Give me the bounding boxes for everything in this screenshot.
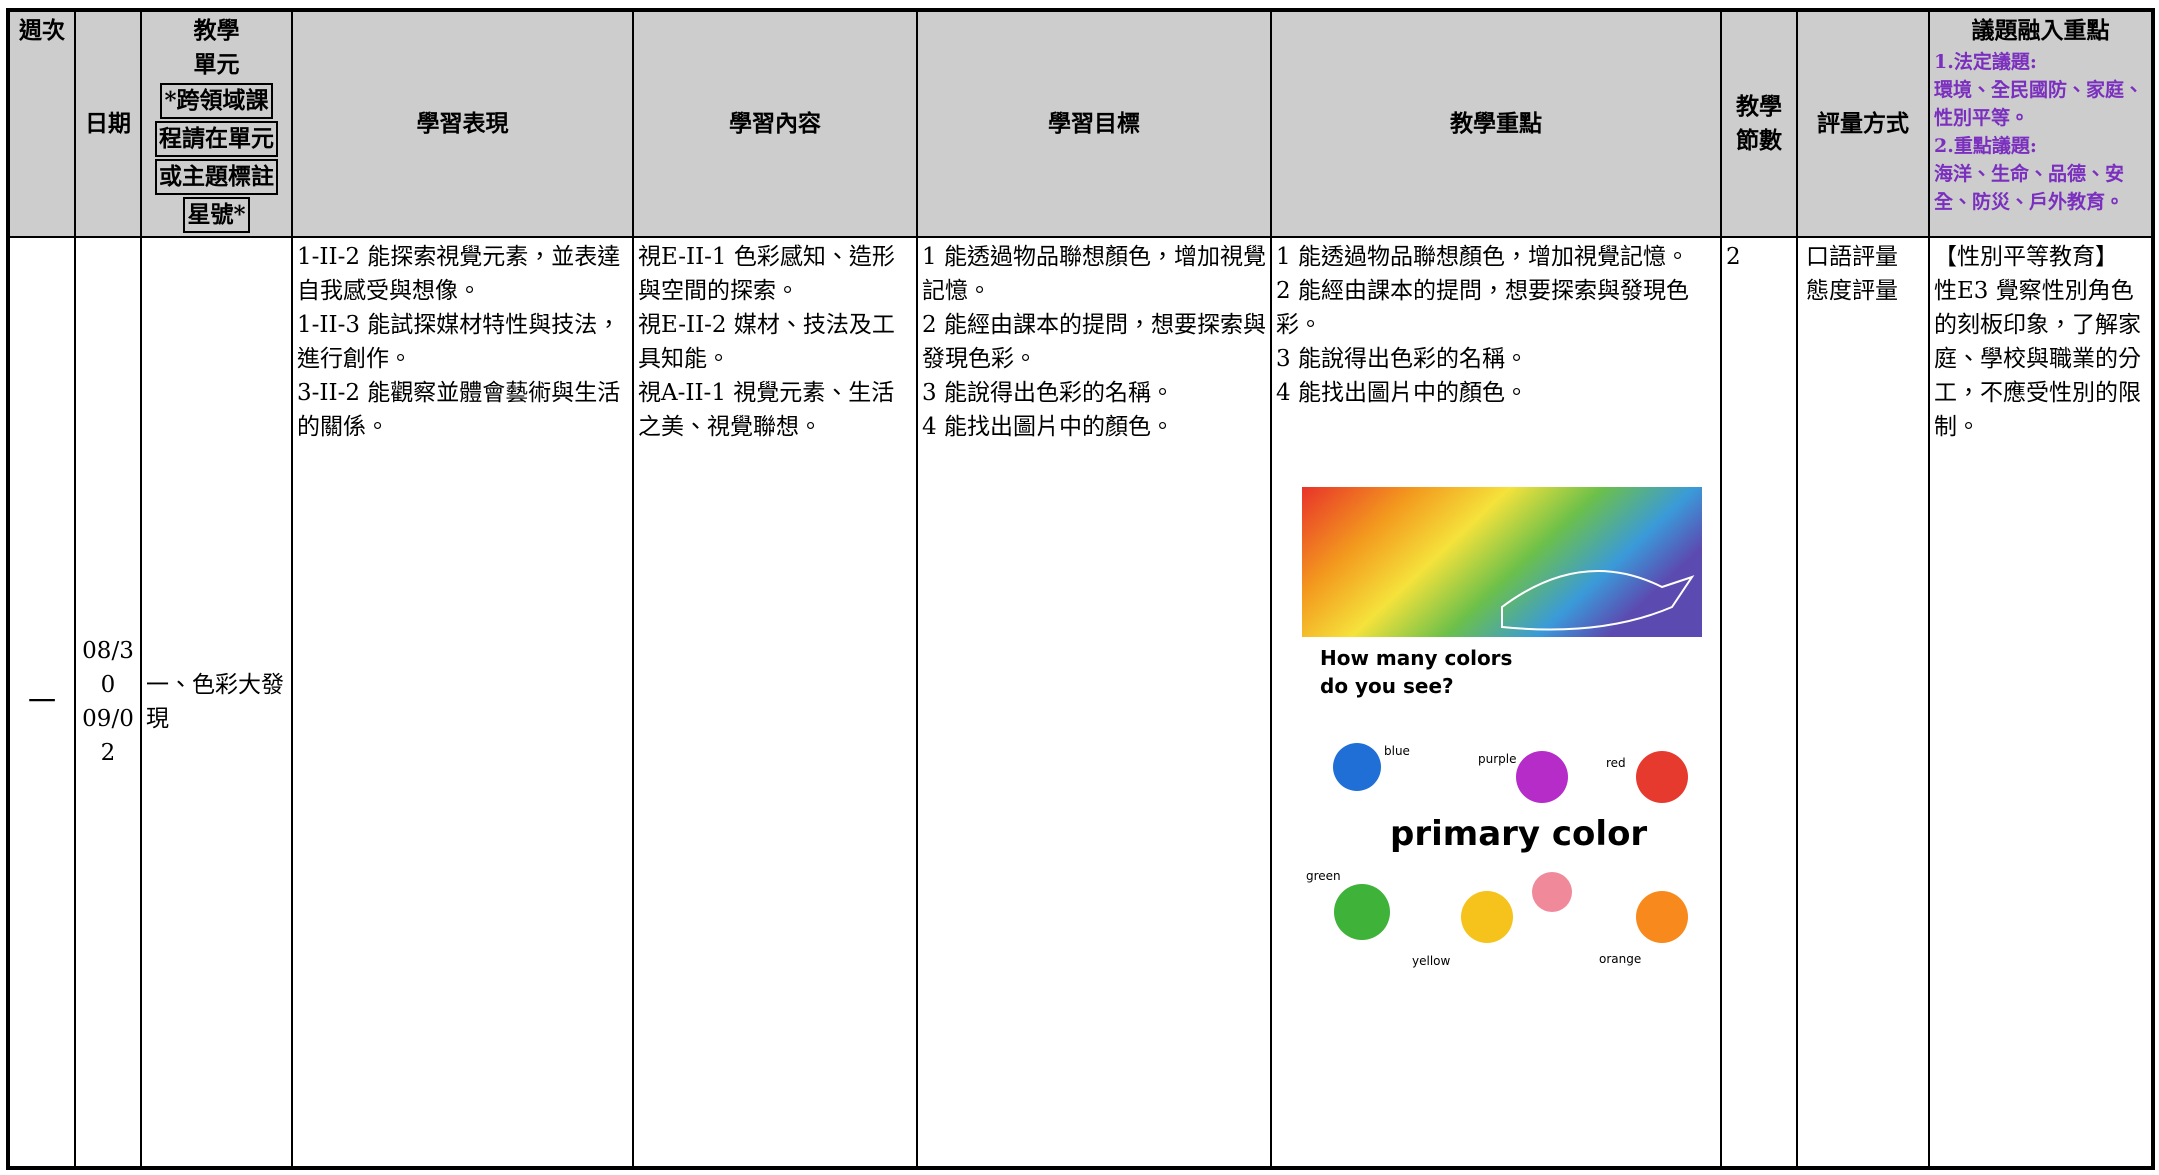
content-header: 學習內容 xyxy=(632,9,918,238)
monster xyxy=(1461,891,1513,943)
text-line: 2 能經由課本的提問，想要探索與發現色彩。 xyxy=(922,312,1266,372)
text-line: 態度評量 xyxy=(1806,278,1898,304)
header-text: 評量方式 xyxy=(1817,110,1909,137)
objectives-cell: 1 能透過物品聯想顏色，增加視覺記憶。 2 能經由課本的提問，想要探索與發現色彩。… xyxy=(916,236,1272,1169)
date-header: 日期 xyxy=(74,9,142,238)
cell-text: 一 xyxy=(27,685,56,718)
content-cell: 視E-II-1 色彩感知、造形與空間的探索。 視E-II-2 媒材、技法及工具知能… xyxy=(632,236,918,1169)
color-label: purple xyxy=(1478,752,1517,766)
text-line: 3 能說得出色彩的名稱。 xyxy=(1276,346,1528,372)
text-line: 4 能找出圖片中的顏色。 xyxy=(922,414,1174,440)
objectives-header: 學習目標 xyxy=(916,9,1272,238)
header-text: 學習表現 xyxy=(416,110,509,137)
text-line: 海洋、生命、品德、安全、防災、戶外教育。 xyxy=(1934,163,2125,213)
text-line: 1.法定議題: xyxy=(1934,51,2037,73)
text-line: *跨領域課 xyxy=(160,83,273,119)
monster xyxy=(1636,891,1688,943)
unit-header: 教學單元 *跨領域課 程請在單元 或主題標註 星號* xyxy=(140,9,293,238)
color-label: red xyxy=(1606,756,1626,770)
color-label: yellow xyxy=(1412,954,1450,968)
text-line: 4 能找出圖片中的顏色。 xyxy=(1276,380,1528,406)
text-line: 【性別平等教育】 xyxy=(1934,244,2118,270)
text-line: 2.重點議題: xyxy=(1934,135,2037,157)
text-line: 1-II-3 能試探媒材特性與技法，進行創作。 xyxy=(297,312,621,372)
text-line: 09/02 xyxy=(82,706,134,766)
issues-cell: 【性別平等教育】性E3 覺察性別角色的刻板印象，了解家庭、學校與職業的分工，不應… xyxy=(1928,236,2154,1169)
week-header: 週次 xyxy=(7,9,76,238)
focus-cell: 1 能透過物品聯想顏色，增加視覺記憶。 2 能經由課本的提問，想要探索與發現色彩。… xyxy=(1270,236,1722,1169)
performance-header: 學習表現 xyxy=(291,9,634,238)
header-row: 週次 日期 教學單元 *跨領域課 程請在單元 或主題標註 星號* 學習表現 學習內容 學… xyxy=(7,9,2154,238)
image-question: How many colors xyxy=(1320,646,1512,670)
header-text: 學習內容 xyxy=(729,110,821,137)
text-line: 程請在單元 xyxy=(155,121,278,157)
text-line: 3-II-2 能觀察並體會藝術與生活的關係。 xyxy=(297,380,621,440)
assessment-header: 評量方式 xyxy=(1796,9,1930,238)
header-text: 週次 xyxy=(19,17,65,44)
cell-text: 一、色彩大發現 xyxy=(146,672,284,732)
unit-boxes: *跨領域課 程請在單元 或主題標註 星號* xyxy=(146,82,287,234)
text-line: 1 能透過物品聯想顏色，增加視覺記憶。 xyxy=(922,244,1266,304)
lesson-table: 週次 日期 教學單元 *跨領域課 程請在單元 或主題標註 星號* 學習表現 學習內容 學… xyxy=(6,8,2155,1170)
text-line: 性E3 覺察性別角色的刻板印象，了解家庭、學校與職業的分工，不應受性別的限制。 xyxy=(1934,278,2141,440)
week-cell: 一 xyxy=(7,236,76,1169)
text-line: 口語評量 xyxy=(1806,244,1898,270)
header-text: 日期 xyxy=(85,110,131,137)
assessment-cell: 口語評量 態度評量 xyxy=(1796,236,1930,1169)
unit-cell: 一、色彩大發現 xyxy=(140,236,293,1169)
image-caption: primary color xyxy=(1390,814,1647,854)
colors-image: How many colors do you see? blue purple … xyxy=(1302,487,1702,968)
text-line: 教學 xyxy=(193,17,240,44)
text-line: 3 能說得出色彩的名稱。 xyxy=(922,380,1174,406)
header-text: 教學節數 xyxy=(1736,93,1782,154)
date-cell: 08/30 09/02 xyxy=(74,236,142,1169)
color-label: green xyxy=(1306,869,1341,883)
issues-list: 1.法定議題: 環境、全民國防、家庭、性別平等。 2.重點議題: 海洋、生命、品德、安… xyxy=(1934,48,2147,216)
text-line: 視E-II-2 媒材、技法及工具知能。 xyxy=(638,312,895,372)
text-line: 1 能透過物品聯想顏色，增加視覺記憶。 xyxy=(1276,244,1689,270)
periods-cell: 2 xyxy=(1720,236,1798,1169)
row: 一 08/30 09/02 一、色彩大發現 1-II-2 能探索視覺元素，並表達自… xyxy=(7,236,2154,1169)
cell-text: 2 xyxy=(1726,244,1741,270)
periods-header: 教學節數 xyxy=(1720,9,1798,238)
text-line: 或主題標註 xyxy=(155,159,278,195)
text-line: 星號* xyxy=(183,197,250,233)
text-line: 視A-II-1 視覺元素、生活之美、視覺聯想。 xyxy=(638,380,895,440)
monster xyxy=(1516,751,1568,803)
header-text: 議題融入重點 xyxy=(1971,17,2110,44)
whale-sketch xyxy=(1501,570,1695,631)
header-text: 學習目標 xyxy=(1048,110,1140,137)
issues-header: 議題融入重點 1.法定議題: 環境、全民國防、家庭、性別平等。 2.重點議題: 海洋、生… xyxy=(1928,9,2154,238)
monster xyxy=(1636,751,1688,803)
text-line: 單元 xyxy=(193,51,240,78)
monster xyxy=(1532,872,1572,912)
text-line: 1-II-2 能探索視覺元素，並表達自我感受與想像。 xyxy=(297,244,621,304)
text-line: 08/30 xyxy=(82,638,134,698)
color-label: orange xyxy=(1599,952,1641,966)
text-line: 2 能經由課本的提問，想要探索與發現色彩。 xyxy=(1276,278,1689,338)
image-question: do you see? xyxy=(1320,674,1454,698)
performance-cell: 1-II-2 能探索視覺元素，並表達自我感受與想像。 1-II-3 能試探媒材特性… xyxy=(291,236,634,1169)
focus-header: 教學重點 xyxy=(1270,9,1722,238)
text-line: 視E-II-1 色彩感知、造形與空間的探索。 xyxy=(638,244,895,304)
text-line: 環境、全民國防、家庭、性別平等。 xyxy=(1934,79,2144,129)
header-text: 教學重點 xyxy=(1450,110,1542,137)
monster xyxy=(1333,743,1381,791)
monster xyxy=(1334,884,1390,940)
color-label: blue xyxy=(1384,744,1410,758)
